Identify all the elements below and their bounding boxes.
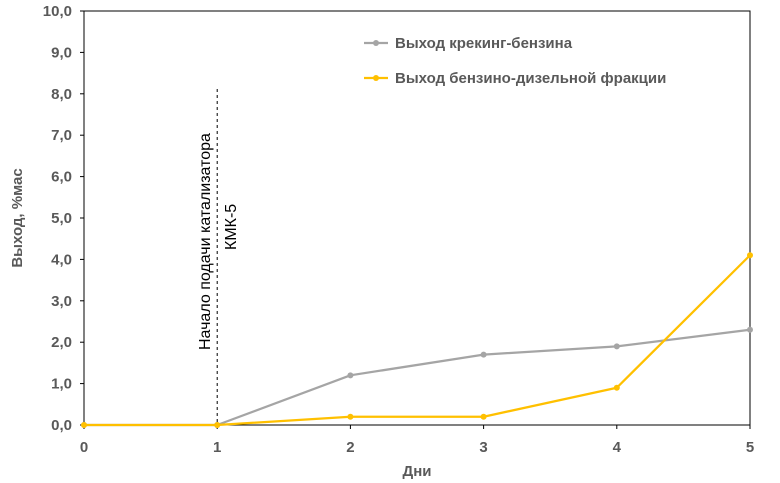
series-0-point bbox=[613, 343, 620, 350]
catalyst-start-label-line2: КМК-5 bbox=[223, 204, 240, 250]
legend-marker-1 bbox=[373, 75, 379, 81]
x-tick-label: 5 bbox=[746, 439, 754, 456]
y-tick-label: 2,0 bbox=[51, 334, 72, 351]
x-tick-label: 1 bbox=[213, 439, 221, 456]
x-tick-label: 4 bbox=[613, 439, 622, 456]
series-0-point bbox=[347, 372, 354, 379]
series-1-point bbox=[81, 422, 87, 428]
y-tick-label: 8,0 bbox=[51, 86, 72, 103]
catalyst-start-label-line1: Начало подачи катализатора bbox=[197, 133, 214, 350]
y-tick-label: 3,0 bbox=[51, 293, 72, 310]
y-axis-title: Выход, %мас bbox=[9, 168, 26, 267]
y-tick-label: 9,0 bbox=[51, 44, 72, 61]
y-axis-ticks: 0,0 1,0 2,0 3,0 4,0 5,0 6,0 7,0 8,0 9,0 10,0 bbox=[43, 3, 84, 434]
legend-label-1: Выход бензино-дизельной фракции bbox=[395, 70, 666, 87]
y-tick-label: 0,0 bbox=[51, 417, 72, 434]
x-axis-ticks: 0 1 2 3 4 5 bbox=[80, 425, 754, 456]
series-1-point bbox=[214, 422, 221, 428]
series-0-point bbox=[480, 351, 487, 358]
y-tick-label: 10,0 bbox=[43, 3, 72, 20]
series-1-point bbox=[480, 413, 487, 420]
series-1-point bbox=[347, 413, 354, 420]
y-tick-label: 4,0 bbox=[51, 251, 72, 268]
y-tick-label: 6,0 bbox=[51, 169, 72, 186]
series-layer bbox=[81, 252, 753, 428]
y-tick-label: 1,0 bbox=[51, 376, 72, 393]
legend-label-0: Выход крекинг-бензина bbox=[395, 35, 573, 52]
x-tick-label: 3 bbox=[479, 439, 487, 456]
x-axis-title: Дни bbox=[403, 463, 432, 480]
y-tick-label: 7,0 bbox=[51, 127, 72, 144]
legend-marker-0 bbox=[373, 40, 379, 46]
series-line-1 bbox=[84, 254, 751, 427]
series-1-point bbox=[613, 384, 620, 391]
legend: Выход крекинг-бензина Выход бензино-дизел… bbox=[364, 35, 666, 87]
x-tick-label: 2 bbox=[346, 439, 354, 456]
y-tick-label: 5,0 bbox=[51, 210, 72, 227]
x-tick-label: 0 bbox=[80, 439, 88, 456]
series-1-point bbox=[747, 252, 753, 259]
series-0-point bbox=[747, 326, 753, 333]
plot-area bbox=[83, 10, 751, 426]
